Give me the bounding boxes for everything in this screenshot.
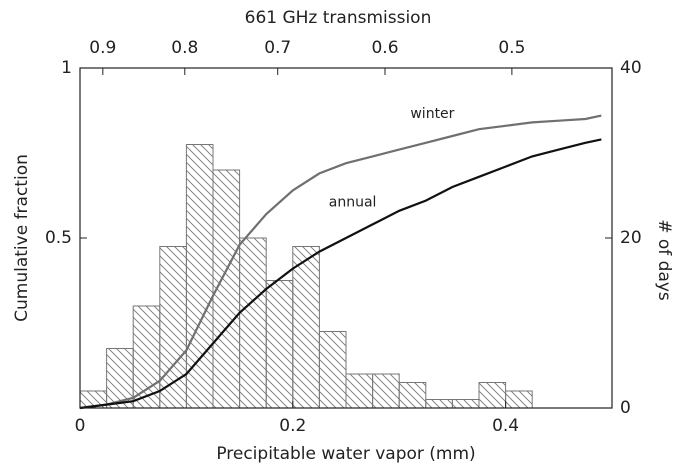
- x-tick-label: 0.4: [492, 416, 519, 436]
- x2-axis-title: 661 GHz transmission: [245, 8, 432, 28]
- histogram-bar: [292, 246, 320, 409]
- line: [79, 138, 602, 410]
- histogram-bar: [318, 331, 347, 409]
- histogram-bar: [265, 280, 294, 409]
- x-axis-title: Precipitable water vapor (mm): [216, 444, 475, 464]
- x2-tick-label: 0.8: [171, 38, 198, 58]
- histogram-bar: [132, 305, 161, 409]
- histogram-bar: [239, 237, 267, 409]
- histogram-bar: [372, 373, 400, 409]
- histogram-bar: [159, 246, 187, 409]
- x2-tick-label: 0.5: [498, 38, 525, 58]
- y2-tick-label: 40: [620, 58, 642, 78]
- x2-tick-label: 0.6: [371, 38, 398, 58]
- y2-tick-label: 20: [620, 228, 642, 248]
- x-tick-label: 0: [75, 416, 86, 436]
- y2-axis-title: # of days: [654, 219, 674, 301]
- line: [79, 114, 602, 410]
- x-tick-label: 0.2: [279, 416, 306, 436]
- y2-tick-label: 0: [620, 398, 631, 418]
- histogram-bar: [451, 399, 480, 409]
- histogram-bar: [345, 373, 374, 409]
- y-axis-title: Cumulative fraction: [12, 154, 32, 322]
- y-tick-label: 1: [61, 58, 72, 78]
- histogram-bar: [398, 382, 427, 409]
- histogram-bar: [478, 382, 507, 409]
- x2-tick-label: 0.9: [89, 38, 116, 58]
- series-label: annual: [329, 194, 377, 210]
- series-label: winter: [410, 106, 454, 122]
- y-tick-label: 0.5: [45, 228, 72, 248]
- x2-tick-label: 0.7: [264, 38, 291, 58]
- histogram-bar: [425, 399, 453, 409]
- histogram-bar: [505, 390, 533, 409]
